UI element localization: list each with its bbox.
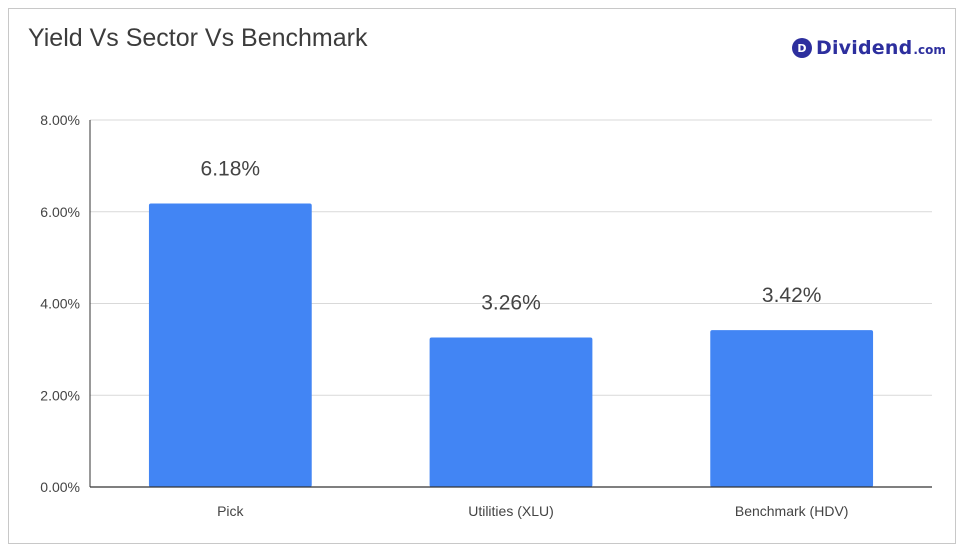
dividend-logo: D Dividend .com (792, 36, 946, 60)
y-tick-label: 8.00% (40, 112, 80, 128)
bar (148, 203, 312, 487)
data-label: 3.26% (481, 291, 541, 314)
y-tick-label: 0.00% (40, 479, 80, 495)
data-label: 6.18% (201, 157, 261, 180)
chart-title: Yield Vs Sector Vs Benchmark (28, 24, 368, 52)
y-tick-label: 2.00% (40, 387, 80, 403)
bar (429, 337, 593, 487)
dividend-logo-tld: .com (913, 43, 946, 57)
y-tick-label: 4.00% (40, 296, 80, 312)
bar (710, 330, 874, 487)
data-label: 3.42% (762, 284, 822, 307)
dividend-logo-name: Dividend (816, 37, 913, 59)
x-tick-label: Benchmark (HDV) (735, 503, 849, 519)
dividend-logo-icon: D (792, 38, 812, 58)
y-tick-label: 6.00% (40, 204, 80, 220)
x-tick-label: Pick (217, 503, 244, 519)
x-tick-label: Utilities (XLU) (468, 503, 554, 519)
